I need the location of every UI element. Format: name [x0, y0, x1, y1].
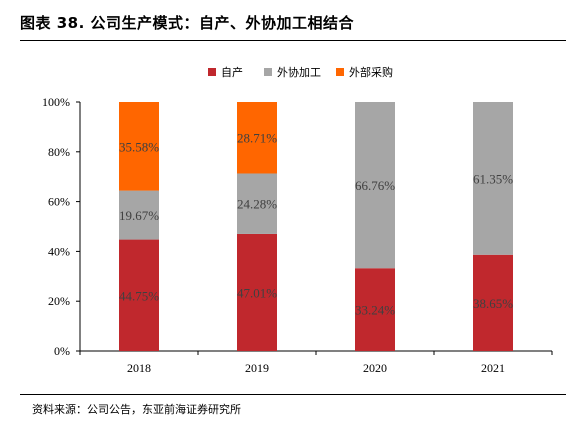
data-label: 35.58%: [119, 139, 159, 154]
data-label: 47.01%: [237, 285, 277, 300]
data-label: 19.67%: [119, 208, 159, 223]
title-rule: [20, 40, 566, 41]
y-tick-label: 40%: [48, 244, 70, 258]
data-label: 38.65%: [473, 296, 513, 311]
data-label: 24.28%: [237, 197, 277, 212]
data-label: 66.76%: [355, 178, 395, 193]
legend-label: 外部采购: [349, 65, 393, 79]
data-label: 61.35%: [473, 171, 513, 186]
data-label: 33.24%: [355, 303, 395, 318]
source-note: 资料来源：公司公告，东亚前海证券研究所: [32, 403, 241, 416]
legend-swatch: [208, 68, 216, 76]
legend-label: 外协加工: [277, 65, 321, 79]
y-tick-label: 20%: [48, 294, 70, 308]
source-rule: [20, 394, 566, 395]
y-tick-label: 100%: [42, 95, 70, 109]
bar-segment: [119, 102, 159, 191]
bar-segment: [473, 254, 513, 351]
y-tick-label: 60%: [48, 195, 70, 209]
data-label: 28.71%: [237, 131, 277, 146]
bar-segment: [119, 239, 159, 351]
y-tick-label: 80%: [48, 145, 70, 159]
data-label: 44.75%: [119, 288, 159, 303]
x-tick-label: 2020: [363, 361, 387, 375]
x-tick-label: 2021: [481, 361, 505, 375]
legend-swatch: [264, 68, 272, 76]
bar-segment: [237, 233, 277, 351]
bar-segment: [473, 102, 513, 255]
x-tick-label: 2019: [245, 361, 269, 375]
bar-segment: [237, 173, 277, 234]
legend-label: 自产: [221, 65, 243, 79]
x-tick-label: 2018: [127, 361, 151, 375]
y-tick-label: 0%: [54, 344, 70, 358]
bar-segment: [237, 102, 277, 174]
bar-segment: [355, 102, 395, 269]
figure-title: 图表 38. 公司生产模式：自产、外协加工相结合: [20, 14, 355, 32]
bar-segment: [119, 190, 159, 240]
legend-swatch: [336, 68, 344, 76]
bar-segment: [355, 268, 395, 351]
